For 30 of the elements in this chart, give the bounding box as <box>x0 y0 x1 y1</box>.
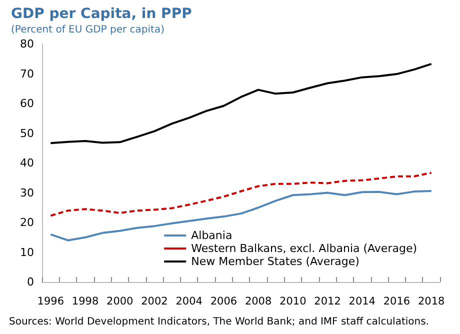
line-series <box>50 190 432 242</box>
y-tick-label: 60 <box>20 97 34 110</box>
x-tick-label: 2018 <box>418 296 445 308</box>
chart-title: GDP per Capita, in PPP <box>11 6 192 22</box>
x-tick-label: 2008 <box>244 296 272 308</box>
y-tick-label: 80 <box>20 38 34 50</box>
x-tick-label: 2016 <box>383 296 410 308</box>
legend-label: New Member States (Average) <box>191 255 360 268</box>
x-tick-label: 2000 <box>106 296 134 308</box>
chart-subtitle: (Percent of EU GDP per capita) <box>11 24 165 36</box>
y-tick-label: 30 <box>20 186 34 200</box>
y-tick-label: 20 <box>20 216 34 229</box>
legend-label: Western Balkans, excl. Albania (Average) <box>191 242 418 255</box>
y-tick-label: 40 <box>20 156 34 170</box>
legend-label: Albania <box>191 229 232 242</box>
x-tick-label: 2012 <box>314 296 341 308</box>
line-series <box>50 62 432 144</box>
x-tick-label: 2010 <box>280 296 306 308</box>
y-tick-label: 50 <box>20 126 34 140</box>
x-tick-label: 1996 <box>37 296 64 308</box>
x-tick-label: 2002 <box>141 296 168 308</box>
x-tick-label: 1998 <box>72 296 99 308</box>
y-tick-label: 10 <box>20 246 34 259</box>
y-tick-label: 0 <box>27 276 34 288</box>
line-series <box>50 172 432 217</box>
x-tick-label: 2004 <box>176 296 203 308</box>
x-tick-label: 2006 <box>210 296 238 308</box>
x-tick-label: 2014 <box>348 296 376 308</box>
y-tick-label: 70 <box>20 67 34 80</box>
source-note: Sources: World Development Indicators, The World Bank; and IMF staff calculations. <box>9 316 429 328</box>
